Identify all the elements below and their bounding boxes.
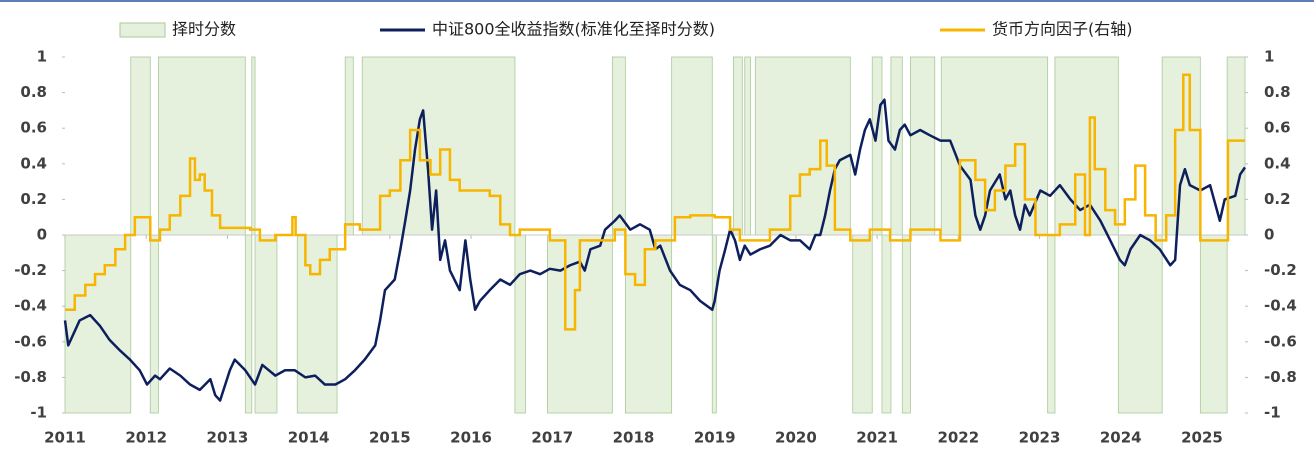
- y2-tick-label: -0.2: [1264, 261, 1297, 279]
- y-tick-label: 0.8: [20, 83, 47, 101]
- score-band: [732, 56, 743, 236]
- score-band: [1161, 56, 1201, 236]
- y-tick-label: 0.2: [20, 190, 47, 208]
- x-tick-label: 2017: [531, 429, 573, 447]
- x-tick-label: 2015: [369, 429, 411, 447]
- score-band: [744, 56, 751, 236]
- x-tick-label: 2020: [775, 429, 817, 447]
- y2-tick-label: -0.6: [1264, 332, 1297, 350]
- x-tick-label: 2013: [207, 429, 249, 447]
- score-band: [1199, 234, 1228, 414]
- legend-label: 择时分数: [172, 20, 236, 39]
- legend-label: 中证800全收益指数(标准化至择时分数): [432, 20, 715, 39]
- y-tick-label: -0.8: [14, 368, 47, 386]
- score-band: [711, 234, 717, 414]
- score-band: [910, 56, 936, 236]
- y2-tick-label: -1: [1264, 404, 1281, 422]
- score-band: [852, 234, 873, 414]
- top-border: [0, 0, 1314, 2]
- score-band: [1047, 234, 1056, 414]
- y-tick-label: -1: [30, 404, 47, 422]
- y-tick-label: -0.2: [14, 261, 47, 279]
- x-tick-label: 2021: [856, 429, 898, 447]
- area-layer: [62, 56, 1248, 414]
- y-tick-label: 0.4: [20, 154, 47, 172]
- score-band: [296, 234, 338, 414]
- score-band: [1054, 56, 1119, 236]
- score-band: [130, 56, 151, 236]
- y2-tick-label: 0: [1264, 226, 1274, 244]
- x-tick-label: 2016: [450, 429, 492, 447]
- y2-tick-label: 0.4: [1264, 154, 1291, 172]
- score-band: [361, 56, 516, 236]
- score-band: [1226, 56, 1246, 236]
- score-band: [881, 234, 892, 414]
- y2-tick-label: -0.8: [1264, 368, 1297, 386]
- score-band: [254, 234, 278, 414]
- y2-tick-label: 0.2: [1264, 190, 1291, 208]
- legend-swatch: [119, 22, 166, 38]
- legend-label: 货币方向因子(右轴): [992, 20, 1133, 39]
- score-band: [244, 234, 253, 414]
- score-band: [514, 234, 526, 414]
- y2-tick-label: -0.4: [1264, 297, 1297, 315]
- x-tick-label: 2012: [125, 429, 167, 447]
- y2-tick-label: 0.8: [1264, 83, 1291, 101]
- score-band: [871, 56, 883, 236]
- line-layer: [63, 73, 1247, 402]
- y-tick-label: -0.6: [14, 332, 47, 350]
- score-band: [251, 56, 256, 236]
- score-band: [611, 56, 626, 236]
- x-tick-label: 2023: [1019, 429, 1061, 447]
- score-band: [671, 56, 713, 236]
- y-tick-label: -0.4: [14, 297, 47, 315]
- x-tick-label: 2019: [694, 429, 736, 447]
- x-tick-label: 2014: [288, 429, 330, 447]
- x-tick-label: 2018: [613, 429, 655, 447]
- score-band: [157, 56, 246, 236]
- y-tick-label: 0: [37, 226, 47, 244]
- x-tick-label: 2025: [1181, 429, 1223, 447]
- factor-line: [65, 73, 1245, 331]
- y2-tick-label: 1: [1264, 48, 1274, 66]
- y-tick-label: 0.6: [20, 119, 47, 137]
- x-tick-label: 2022: [937, 429, 979, 447]
- index-line: [63, 98, 1247, 402]
- score-band: [344, 56, 354, 236]
- x-tick-label: 2024: [1100, 429, 1142, 447]
- y-tick-label: 1: [37, 48, 47, 66]
- score-band: [624, 234, 673, 414]
- y2-tick-label: 0.6: [1264, 119, 1291, 137]
- score-band: [901, 234, 911, 414]
- x-tick-label: 2011: [44, 429, 86, 447]
- score-band: [149, 234, 159, 414]
- text-layer: 1 0.8 0.6 0.4 0.2 0 -0.2 -0.4 -0.6 -0.8 -1 1 0.8 0.6 0…: [14, 20, 1297, 447]
